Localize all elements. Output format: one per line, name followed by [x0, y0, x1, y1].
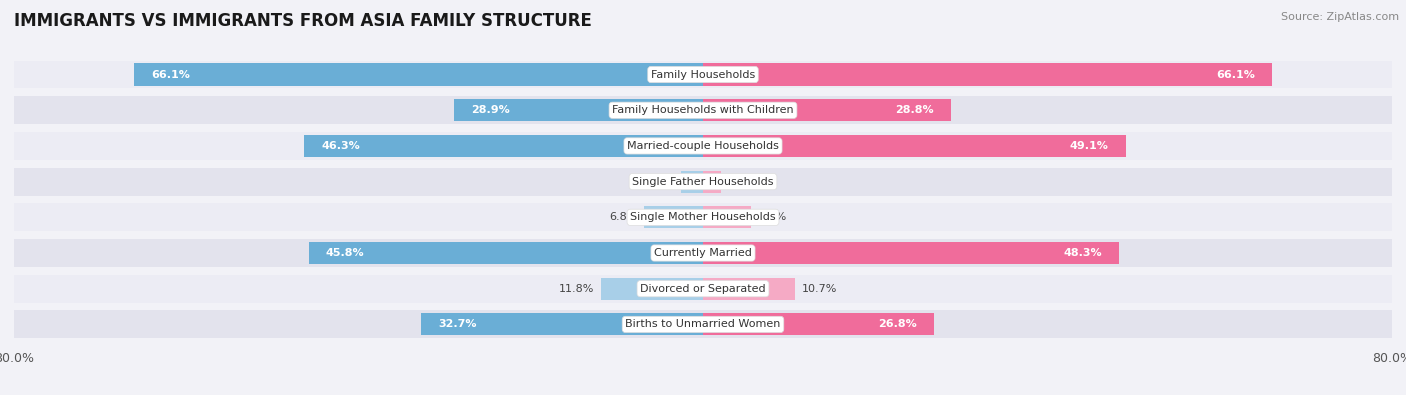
Bar — [644, 206, 703, 228]
FancyBboxPatch shape — [14, 239, 1392, 267]
Bar — [682, 171, 703, 193]
Bar — [703, 99, 950, 121]
Bar — [703, 171, 721, 193]
Text: Family Households: Family Households — [651, 70, 755, 79]
Bar — [703, 278, 796, 300]
Text: Married-couple Households: Married-couple Households — [627, 141, 779, 151]
FancyBboxPatch shape — [14, 203, 1392, 231]
FancyBboxPatch shape — [14, 60, 1392, 88]
Text: Source: ZipAtlas.com: Source: ZipAtlas.com — [1281, 12, 1399, 22]
Text: 28.8%: 28.8% — [896, 105, 934, 115]
Text: Births to Unmarried Women: Births to Unmarried Women — [626, 320, 780, 329]
Text: Divorced or Separated: Divorced or Separated — [640, 284, 766, 294]
Text: 28.9%: 28.9% — [471, 105, 510, 115]
Text: 46.3%: 46.3% — [322, 141, 360, 151]
Bar — [422, 313, 703, 335]
Bar — [308, 242, 703, 264]
Text: 66.1%: 66.1% — [1216, 70, 1256, 79]
FancyBboxPatch shape — [14, 275, 1392, 303]
Text: 10.7%: 10.7% — [801, 284, 838, 294]
Bar — [703, 242, 1119, 264]
Text: 26.8%: 26.8% — [877, 320, 917, 329]
Text: Single Mother Households: Single Mother Households — [630, 213, 776, 222]
Bar — [703, 135, 1126, 157]
Text: 49.1%: 49.1% — [1070, 141, 1108, 151]
Text: 48.3%: 48.3% — [1063, 248, 1102, 258]
Text: 11.8%: 11.8% — [560, 284, 595, 294]
Bar — [602, 278, 703, 300]
Text: 5.6%: 5.6% — [758, 213, 786, 222]
Bar — [454, 99, 703, 121]
FancyBboxPatch shape — [14, 310, 1392, 339]
Bar — [703, 206, 751, 228]
Text: Currently Married: Currently Married — [654, 248, 752, 258]
FancyBboxPatch shape — [14, 168, 1392, 196]
Bar — [304, 135, 703, 157]
Bar — [703, 64, 1272, 86]
FancyBboxPatch shape — [14, 96, 1392, 124]
Text: 45.8%: 45.8% — [326, 248, 364, 258]
Text: 66.1%: 66.1% — [150, 70, 190, 79]
FancyBboxPatch shape — [14, 132, 1392, 160]
Text: 32.7%: 32.7% — [439, 320, 477, 329]
Text: 2.5%: 2.5% — [647, 177, 675, 186]
Text: 6.8%: 6.8% — [609, 213, 637, 222]
Text: IMMIGRANTS VS IMMIGRANTS FROM ASIA FAMILY STRUCTURE: IMMIGRANTS VS IMMIGRANTS FROM ASIA FAMIL… — [14, 12, 592, 30]
Bar — [134, 64, 703, 86]
Text: Single Father Households: Single Father Households — [633, 177, 773, 186]
Bar — [703, 313, 934, 335]
Text: Family Households with Children: Family Households with Children — [612, 105, 794, 115]
Text: 2.1%: 2.1% — [728, 177, 756, 186]
